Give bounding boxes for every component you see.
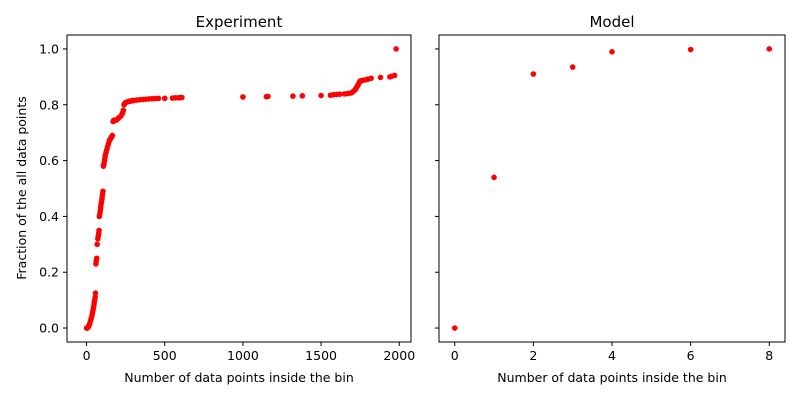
- experiment-data-point: [179, 94, 185, 101]
- model-ticks: 0 2 4 6 8: [435, 48, 773, 363]
- experiment-data-point: [377, 74, 384, 81]
- model-x-tick-label: 4: [608, 348, 616, 363]
- experiment-data-point: [96, 227, 102, 234]
- experiment-data-point: [318, 92, 324, 99]
- experiment-data-point: [94, 241, 100, 248]
- experiment-y-tick-label: 0.0: [39, 321, 59, 336]
- experiment-data-point: [161, 95, 168, 102]
- model-x-axis-label: Number of data points inside the bin: [497, 370, 727, 385]
- experiment-points: [83, 46, 399, 331]
- experiment-data-point: [391, 72, 398, 79]
- experiment-data-point: [393, 46, 399, 52]
- model-data-point: [491, 174, 497, 181]
- model-data-point: [569, 64, 576, 70]
- experiment-y-axis-label: Fraction of the all data points: [14, 96, 29, 279]
- experiment-title: Experiment: [196, 13, 283, 31]
- experiment-x-tick-label: 2000: [383, 348, 415, 363]
- model-data-point: [530, 71, 537, 77]
- experiment-data-point: [93, 255, 100, 262]
- experiment-data-point: [368, 75, 374, 82]
- model-x-tick-label: 2: [529, 348, 537, 363]
- experiment-data-point: [155, 95, 162, 102]
- experiment-x-tick-label: 500: [153, 348, 177, 363]
- model-data-point: [609, 48, 615, 55]
- model-data-point: [451, 325, 458, 331]
- experiment-data-point: [290, 93, 296, 99]
- experiment-ticks: 0 500 1000 1500 2000 0.0 0.2 0.4 0.6 0.8 1.0: [39, 41, 415, 363]
- experiment-y-tick-label: 1.0: [39, 41, 59, 56]
- model-panel: Model 0 2 4 6 8 Number of data points inside…: [435, 13, 786, 385]
- model-title: Model: [589, 13, 634, 31]
- model-x-tick-label: 6: [687, 348, 695, 363]
- experiment-y-tick-label: 0.2: [39, 265, 59, 280]
- experiment-plot-frame: [66, 34, 412, 343]
- model-data-point: [687, 46, 694, 53]
- experiment-data-point: [299, 93, 306, 99]
- experiment-x-tick-label: 1000: [227, 348, 259, 363]
- experiment-data-point: [100, 188, 106, 195]
- model-points: [451, 46, 773, 331]
- model-x-tick-label: 8: [765, 348, 773, 363]
- experiment-x-tick-label: 0: [83, 348, 91, 363]
- experiment-y-tick-label: 0.8: [39, 97, 59, 112]
- model-x-tick-label: 0: [451, 348, 459, 363]
- model-data-point: [766, 46, 773, 52]
- experiment-data-point: [92, 290, 99, 296]
- experiment-panel: Experiment 0 500 1000 1500 20000.00.20.40.60…: [14, 13, 415, 385]
- experiment-data-point: [240, 94, 246, 100]
- experiment-x-axis-label: Number of data points inside the bin: [124, 370, 354, 385]
- experiment-x-tick-label: 1500: [305, 348, 337, 363]
- experiment-y-tick-label: 0.4: [39, 209, 59, 224]
- experiment-data-point: [265, 93, 271, 100]
- experiment-data-point: [109, 132, 116, 139]
- experiment-data-point: [92, 294, 98, 301]
- experiment-data-point: [120, 107, 127, 114]
- experiment-y-tick-label: 0.6: [39, 153, 59, 168]
- experiment-data-point: [337, 91, 343, 97]
